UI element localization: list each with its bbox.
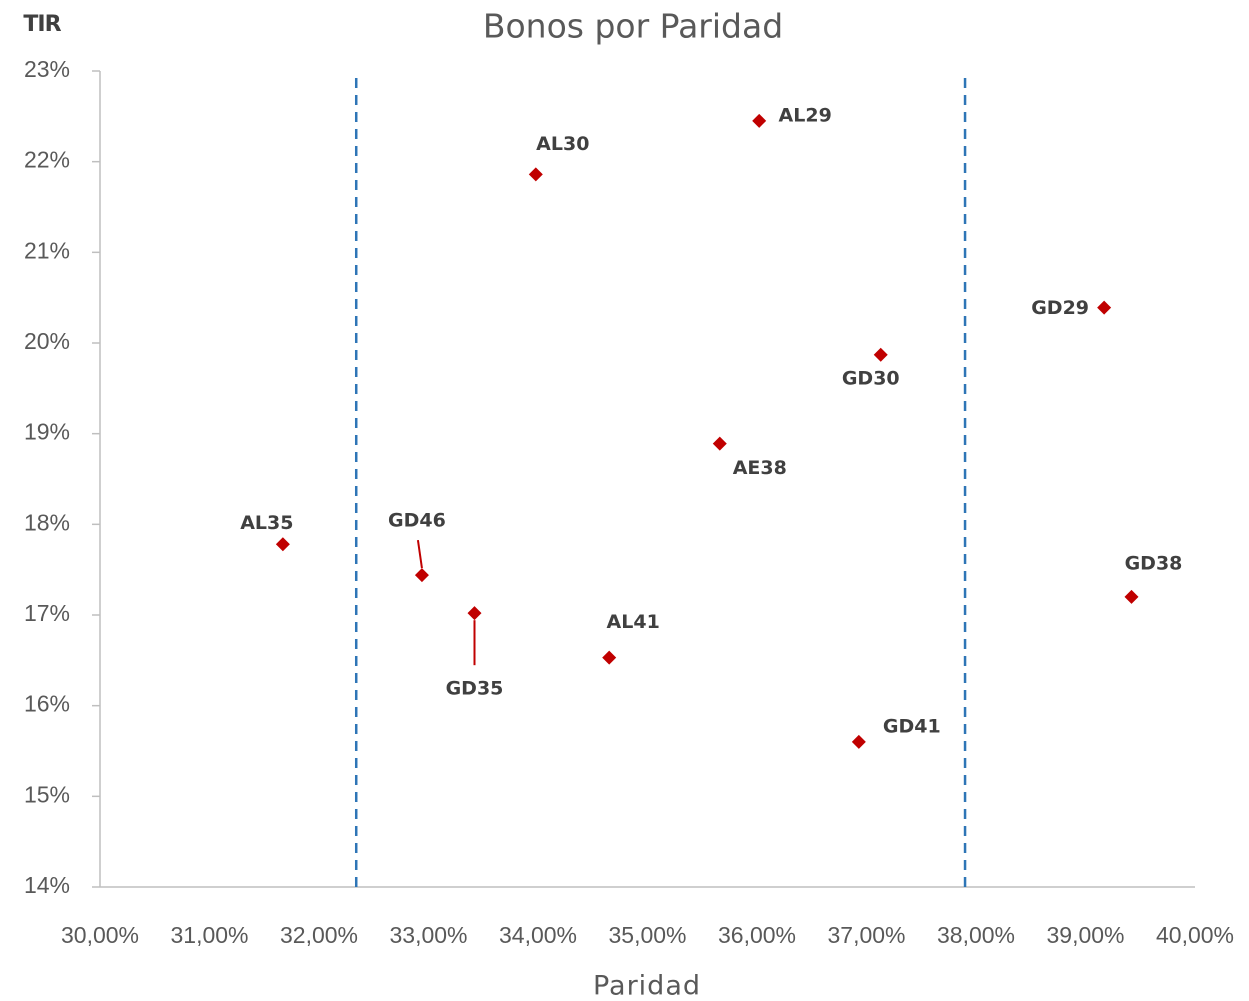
point bbox=[528, 167, 543, 182]
x-tick-label: 31,00% bbox=[170, 922, 248, 948]
point-label: GD29 bbox=[1031, 297, 1089, 319]
point-label: GD41 bbox=[883, 715, 941, 737]
point-label: GD38 bbox=[1125, 552, 1183, 574]
y-tick-label: 23% bbox=[24, 56, 70, 82]
y-tick-label: 16% bbox=[24, 691, 70, 717]
y-tick-label: 22% bbox=[24, 147, 70, 173]
y-tick-label: 20% bbox=[24, 328, 70, 354]
point-label: GD30 bbox=[842, 367, 900, 389]
point bbox=[275, 537, 290, 552]
chart-title: Bonos por Paridad bbox=[483, 7, 783, 46]
x-tick-label: 34,00% bbox=[499, 922, 577, 948]
x-tick-label: 38,00% bbox=[937, 922, 1015, 948]
point-label: AL29 bbox=[779, 104, 832, 126]
x-tick-label: 32,00% bbox=[280, 922, 358, 948]
point-label: AL35 bbox=[240, 512, 293, 534]
y-tick-label: 15% bbox=[24, 781, 70, 807]
x-tick-label: 36,00% bbox=[718, 922, 796, 948]
y-tick-label: 18% bbox=[24, 509, 70, 535]
x-tick-label: 39,00% bbox=[1046, 922, 1124, 948]
x-tick-label: 37,00% bbox=[827, 922, 905, 948]
y-tick-label: 21% bbox=[24, 237, 70, 263]
point bbox=[712, 436, 727, 451]
point bbox=[1124, 589, 1139, 604]
point bbox=[1097, 300, 1112, 315]
y-tick-label: 17% bbox=[24, 600, 70, 626]
point bbox=[602, 650, 617, 665]
point bbox=[873, 347, 888, 362]
x-axis-label: Paridad bbox=[593, 971, 701, 1001]
leader-line bbox=[416, 539, 423, 569]
point bbox=[851, 734, 866, 749]
x-tick-label: 33,00% bbox=[389, 922, 467, 948]
x-tick-label: 40,00% bbox=[1156, 922, 1234, 948]
x-tick-label: 35,00% bbox=[608, 922, 686, 948]
x-tick-label: 30,00% bbox=[61, 922, 139, 948]
point-label: GD35 bbox=[446, 678, 504, 700]
point-label: AL41 bbox=[607, 611, 660, 633]
point-label: AL30 bbox=[536, 133, 589, 155]
point bbox=[414, 568, 429, 583]
y-tick-label: 19% bbox=[24, 419, 70, 445]
y-tick-label: 14% bbox=[24, 872, 70, 898]
point-label: GD46 bbox=[388, 510, 446, 532]
point-label: AE38 bbox=[733, 457, 787, 479]
point bbox=[467, 606, 482, 621]
point bbox=[752, 113, 767, 128]
y-axis-label: TIR bbox=[23, 12, 61, 37]
